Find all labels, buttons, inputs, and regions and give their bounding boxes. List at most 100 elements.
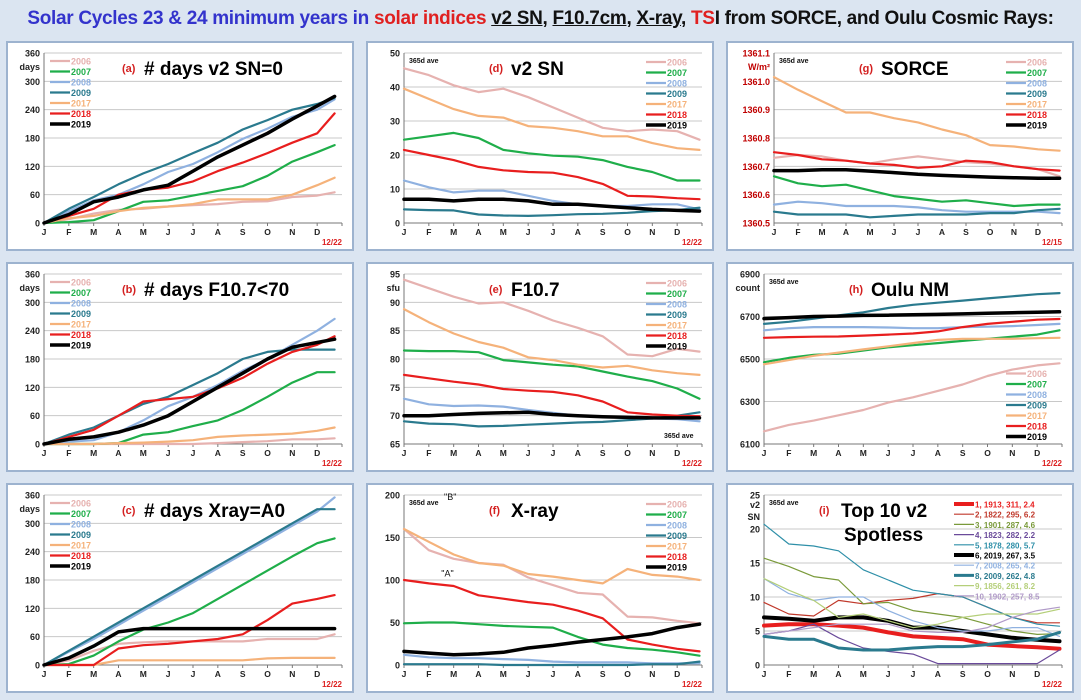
series-line-2006 (402, 527, 701, 625)
legend-label: 2018 (1027, 110, 1047, 120)
x-tick-label: S (240, 669, 246, 679)
x-tick-label: F (426, 448, 431, 458)
legend-label: 2007 (1027, 380, 1047, 390)
x-tick-label: D (674, 448, 680, 458)
x-tick-label: D (314, 669, 320, 679)
series-line-2019 (762, 310, 1062, 321)
x-tick-label: J (916, 227, 921, 237)
x-tick-label: A (939, 227, 945, 237)
x-tick-label: D (1035, 227, 1041, 237)
y-tick-label: 1361.1 (742, 49, 770, 59)
legend-label: 1, 1913, 311, 2.4 (975, 501, 1035, 510)
y-tick-label: 0 (395, 661, 400, 671)
y-axis-label: SN (747, 512, 760, 522)
legend-label: 2008 (667, 79, 687, 89)
legend-label: 2008 (667, 300, 687, 310)
chart-panel-d: 0 10 20 30 40 50 J F M A M J J A S O N D 12/22 2006 2007 2008… (366, 41, 714, 251)
chart-svg-g: 1360.5 1360.6 1360.7 1360.8 1360.9 1361.0 1361… (742, 49, 1062, 248)
legend-label: 2007 (667, 510, 687, 520)
series-line-9 (763, 577, 1061, 629)
y-tick-label: 100 (385, 576, 400, 586)
legend-label: 2017 (71, 541, 91, 551)
x-tick-label: J (762, 669, 767, 679)
chart-svg-c: 0 60 120 180 240 300 360 days J F M A M J J A S O N D12/22 2… (19, 491, 342, 690)
y-tick-label: 50 (390, 49, 400, 59)
legend-label: 2007 (71, 288, 91, 298)
x-tick-label: A (575, 227, 581, 237)
y-tick-label: 180 (25, 355, 40, 365)
x-tick-label: M (860, 669, 867, 679)
x-tick-label: F (795, 227, 800, 237)
x-tick-label: A (575, 448, 581, 458)
x-tick-label: J (526, 448, 531, 458)
x-tick-label: M (810, 448, 817, 458)
series-line-2009 (42, 348, 336, 446)
series-line-2018 (402, 148, 701, 201)
chart-panel-e: 65 70 75 80 85 90 95 sfu J F M A M J J A S O N D 12/22 2006 20… (366, 262, 714, 472)
series-line-2006 (402, 278, 701, 358)
title-comma: , (542, 8, 553, 29)
y-tick-label: 0 (35, 219, 40, 229)
series-line-2009 (762, 292, 1061, 326)
legend-label: 2018 (667, 331, 687, 341)
y-tick-label: 180 (25, 134, 40, 144)
series-line-2007 (402, 349, 701, 400)
legend-label: 2017 (71, 99, 91, 109)
y-tick-label: 60 (30, 632, 40, 642)
x-tick-label: S (240, 227, 246, 237)
legend-label: 2009 (1027, 401, 1047, 411)
x-tick-label: N (289, 227, 295, 237)
x-tick-label: F (426, 669, 431, 679)
series-line-8 (762, 630, 1061, 652)
y-tick-label: 0 (755, 661, 760, 671)
y-tick-label: 6500 (740, 355, 760, 365)
series-line-10 (763, 606, 1061, 635)
y-axis-label: days (19, 283, 40, 293)
title-part-sources: I from SORCE, and Oulu Cosmic Rays: (714, 8, 1054, 29)
y-tick-label: 15 (750, 559, 760, 569)
x-tick-label: M (140, 227, 147, 237)
series-line-2018 (402, 578, 701, 653)
x-tick-label: A (215, 227, 221, 237)
x-tick-label: J (526, 227, 531, 237)
series-line-2008 (772, 200, 1061, 215)
x-tick-label: A (115, 227, 121, 237)
x-tick-label: A (215, 669, 221, 679)
title-part-cycles: Solar Cycles 23 & 24 minimum years in (27, 8, 374, 29)
series-line-2007 (42, 537, 336, 667)
legend-label: 2008 (1027, 79, 1047, 89)
title-v2sn: v2 SN (491, 8, 543, 29)
end-date-label: 12/22 (1042, 459, 1063, 468)
panel-label: (b) (122, 284, 136, 296)
y-tick-label: 360 (25, 491, 40, 501)
x-tick-label: J (42, 227, 47, 237)
series-line-2017 (402, 87, 701, 152)
legend-label: 2019 (667, 121, 687, 131)
series-line-2007 (402, 621, 701, 657)
x-tick-label: N (649, 448, 655, 458)
legend-label: 2018 (667, 552, 687, 562)
panel-label: (f) (489, 505, 500, 517)
panel-title: SORCE (881, 59, 949, 80)
title-comma: , (681, 8, 691, 29)
series-line-2017 (402, 527, 701, 585)
y-tick-label: 120 (25, 604, 40, 614)
series-line-2017 (762, 336, 1061, 366)
y-tick-label: 300 (25, 519, 40, 529)
x-tick-label: D (674, 669, 680, 679)
x-tick-label: F (66, 227, 71, 237)
x-tick-label: O (264, 669, 271, 679)
x-tick-label: O (624, 448, 631, 458)
y-tick-label: 1360.7 (742, 162, 770, 172)
legend-label: 2006 (71, 57, 91, 67)
legend-label: 2007 (71, 509, 91, 519)
x-tick-label: A (115, 669, 121, 679)
legend-label: 2009 (71, 530, 91, 540)
legend-label: 10, 1902, 257, 8.5 (975, 592, 1040, 601)
series-line-2009 (42, 508, 336, 667)
x-tick-label: N (289, 448, 295, 458)
y-tick-label: 80 (390, 355, 400, 365)
y-tick-label: 240 (25, 326, 40, 336)
panel-title: # days v2 SN=0 (144, 59, 283, 80)
y-axis-label: days (19, 62, 40, 72)
